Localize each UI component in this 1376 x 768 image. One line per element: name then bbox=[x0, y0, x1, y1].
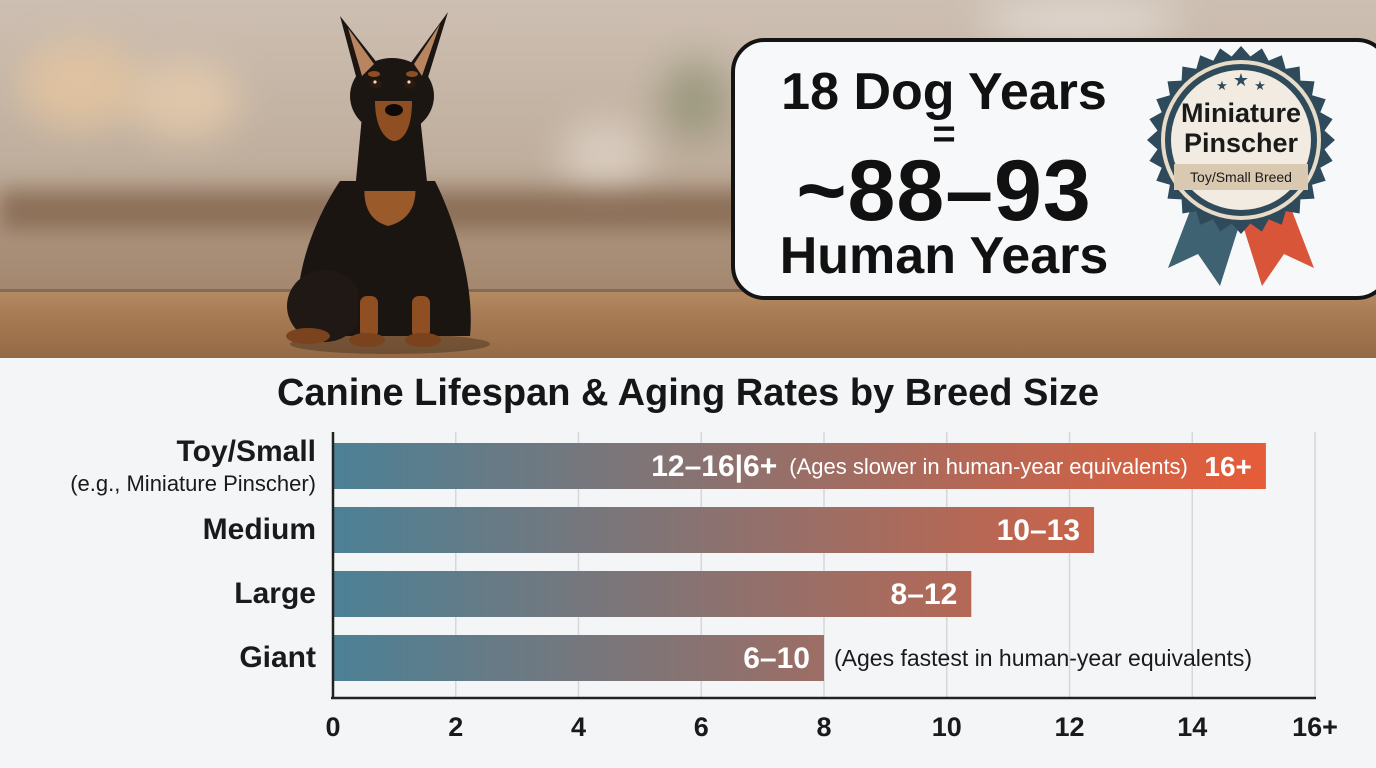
bokeh-light bbox=[560, 120, 650, 190]
wooden-table bbox=[0, 292, 1376, 358]
x-tick-label: 10 bbox=[932, 712, 962, 742]
x-tick-label: 16+ bbox=[1292, 712, 1338, 742]
bokeh-plant bbox=[660, 60, 730, 140]
bar-toy-small bbox=[333, 443, 1266, 489]
bar-data-label: 6–10 bbox=[743, 642, 810, 675]
star-icon: ★ bbox=[1254, 79, 1266, 94]
dog-years-text: 18 Dog Years bbox=[781, 63, 1107, 121]
category-name: Toy/Small bbox=[176, 435, 316, 468]
bokeh-light bbox=[130, 60, 240, 140]
category-label: Toy/Small (e.g., Miniature Pinscher) bbox=[70, 435, 316, 497]
bar-data-label: 12–16|6+ bbox=[651, 450, 777, 483]
category-label: Giant bbox=[239, 641, 316, 675]
star-icon: ★ bbox=[1233, 70, 1249, 91]
x-tick-label: 6 bbox=[694, 712, 709, 742]
bar-data-label: 10–13 bbox=[997, 514, 1080, 547]
bar-data-label: 8–12 bbox=[891, 578, 958, 611]
miniature-pinscher-dog-image bbox=[286, 12, 490, 354]
category-label: Large bbox=[234, 577, 316, 611]
category-name: Large bbox=[234, 577, 316, 610]
equals-sign: = bbox=[932, 112, 956, 156]
x-tick-label: 2 bbox=[448, 712, 463, 742]
breed-badge: ★ ★ ★ Miniature Pinscher Toy/Small Breed bbox=[1147, 46, 1335, 286]
human-years-text: Human Years bbox=[779, 227, 1109, 285]
badge-title-line2: Pinscher bbox=[1184, 128, 1299, 158]
human-years-range: ~88–93 bbox=[796, 143, 1092, 239]
x-tick-label: 12 bbox=[1054, 712, 1084, 742]
bar-extra-label: 16+ bbox=[1204, 451, 1252, 482]
bar-giant bbox=[333, 635, 824, 681]
bokeh-light bbox=[20, 40, 140, 130]
star-icon: ★ bbox=[1216, 79, 1228, 94]
bar-large bbox=[333, 571, 972, 617]
x-tick-label: 0 bbox=[325, 712, 340, 742]
x-tick-label: 14 bbox=[1177, 712, 1207, 742]
badge-title-line1: Miniature bbox=[1181, 98, 1301, 128]
chart-title: Canine Lifespan & Aging Rates by Breed S… bbox=[276, 372, 1100, 414]
category-sublabel: (e.g., Miniature Pinscher) bbox=[70, 471, 316, 496]
badge-subtitle: Toy/Small Breed bbox=[1190, 169, 1292, 185]
table-edge bbox=[0, 289, 1376, 293]
bar-medium bbox=[333, 507, 1095, 553]
category-label: Medium bbox=[203, 513, 316, 547]
x-tick-label: 4 bbox=[571, 712, 586, 742]
bokeh-light bbox=[980, 0, 1180, 40]
x-tick-label: 8 bbox=[816, 712, 831, 742]
bar-annotation: (Ages fastest in human-year equivalents) bbox=[834, 645, 1252, 671]
category-name: Giant bbox=[239, 641, 316, 674]
bar-annotation: (Ages slower in human-year equivalents) bbox=[789, 454, 1188, 479]
category-name: Medium bbox=[202, 513, 316, 546]
